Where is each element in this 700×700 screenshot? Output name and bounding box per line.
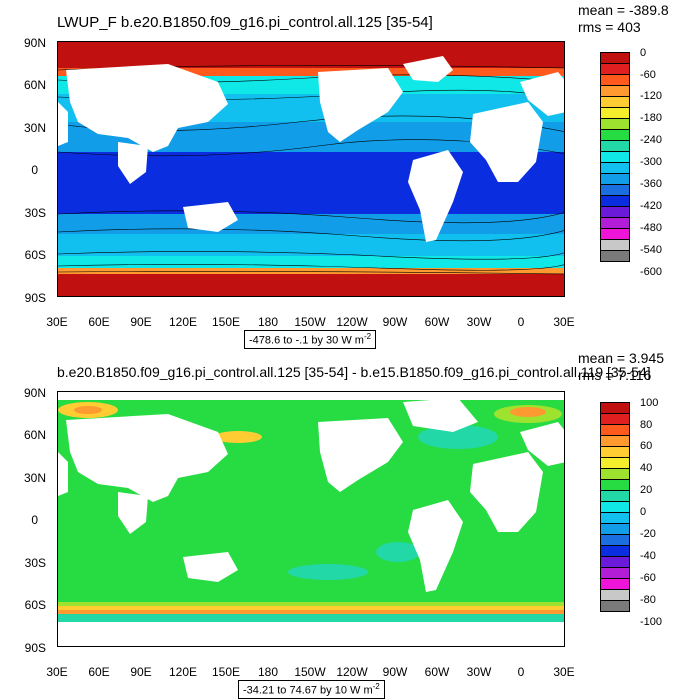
contour-info-text: -34.21 to 74.67 by 10 W m: [243, 684, 373, 697]
lat-label: 30N: [23, 121, 46, 135]
bottom-land: [58, 398, 564, 592]
bottom-map-field: [58, 392, 564, 646]
lat-label: 0: [31, 513, 38, 527]
top-contour-info: -478.6 to -.1 by 30 W m-2: [244, 330, 377, 349]
lon-label: 0: [517, 315, 525, 329]
colorbar-label: -100: [640, 616, 663, 628]
colorbar-label: -80: [640, 594, 656, 606]
colorbar-label: -240: [640, 134, 663, 146]
lat-label: 90N: [23, 386, 46, 400]
lon-label: 90W: [382, 665, 408, 679]
colorbar-label: -420: [640, 200, 663, 212]
lat-label: 0: [31, 163, 38, 177]
lon-label: 30E: [46, 665, 68, 679]
lon-label: 60E: [88, 315, 110, 329]
colorbar-label: 40: [640, 462, 653, 474]
colorbar-label: -60: [640, 69, 656, 81]
top-antarctic-band: [58, 274, 564, 296]
bottom-title: b.e20.B1850.f09_g16.pi_control.all.125 […: [57, 364, 651, 380]
colorbar-label: -20: [640, 528, 656, 540]
colorbar-label: 20: [640, 484, 653, 496]
top-rms: rms = 403: [578, 19, 641, 35]
lat-label: 60N: [23, 428, 46, 442]
lon-label: 60E: [88, 665, 110, 679]
lon-label: 0: [517, 665, 525, 679]
colorbar-label: -360: [640, 178, 663, 190]
lat-label: 30N: [23, 471, 46, 485]
lon-label: 180: [257, 665, 279, 679]
bottom-rms: rms = 7.116: [578, 367, 652, 383]
colorbar-label: 100: [640, 397, 659, 409]
bottom-stats: mean = 3.945 rms = 7.116: [578, 350, 664, 384]
bottom-panel: b.e20.B1850.f09_g16.pi_control.all.125 […: [0, 350, 700, 700]
top-mean: mean = -389.8: [578, 2, 669, 18]
lat-label: 90N: [23, 36, 46, 50]
lon-label: 60W: [424, 665, 450, 679]
lat-label: 60N: [23, 78, 46, 92]
top-panel: LWUP_F b.e20.B1850.f09_g16.pi_control.al…: [23, 2, 669, 349]
lon-label: 90E: [130, 665, 152, 679]
lon-label: 120E: [168, 315, 198, 329]
colorbar-swatch: [600, 250, 630, 262]
lat-label: 60S: [24, 248, 46, 262]
lon-label: 150W: [294, 665, 326, 679]
unit-exponent: -2: [363, 332, 372, 341]
top-title: LWUP_F b.e20.B1850.f09_g16.pi_control.al…: [57, 14, 433, 31]
lon-label: 30E: [553, 315, 575, 329]
lat-label: 30S: [24, 206, 46, 220]
lon-label: 150W: [294, 315, 326, 329]
colorbar-label: -480: [640, 222, 663, 234]
colorbar-label: 0: [640, 506, 647, 518]
colorbar-swatch: [600, 600, 630, 612]
colorbar-label: -300: [640, 156, 663, 168]
top-stats: mean = -389.8 rms = 403: [578, 2, 669, 36]
colorbar-label: 0: [640, 47, 647, 59]
lon-label: 180: [257, 315, 279, 329]
lon-label: 120W: [336, 665, 368, 679]
colorbar-label: -120: [640, 90, 663, 102]
colorbar-label: 60: [640, 440, 653, 452]
contour-info-text: -478.6 to -.1 by 30 W m: [249, 334, 364, 347]
lon-label: 90E: [130, 315, 152, 329]
lon-label: 150E: [211, 665, 241, 679]
bottom-map: [57, 391, 565, 647]
lon-label: 120E: [168, 665, 198, 679]
bottom-contour-info: -34.21 to 74.67 by 10 W m-2: [238, 680, 385, 699]
lon-label: 30W: [466, 315, 492, 329]
lon-label: 60W: [424, 315, 450, 329]
colorbar-label: -40: [640, 550, 656, 562]
lat-label: 90S: [24, 291, 46, 305]
top-land: [58, 56, 564, 242]
colorbar-label: -600: [640, 266, 663, 278]
colorbar-label: -180: [640, 112, 663, 124]
colorbar-label: 80: [640, 419, 653, 431]
bottom-mean: mean = 3.945: [578, 350, 665, 366]
lon-label: 120W: [336, 315, 368, 329]
lon-label: 90W: [382, 315, 408, 329]
lat-label: 90S: [24, 641, 46, 655]
lon-label: 30W: [466, 665, 492, 679]
lon-label: 150E: [211, 315, 241, 329]
lon-label: 30E: [553, 665, 575, 679]
lon-label: 30E: [46, 315, 68, 329]
lat-label: 60S: [24, 598, 46, 612]
lat-label: 30S: [24, 556, 46, 570]
top-map: [57, 41, 565, 297]
colorbar-label: -540: [640, 244, 663, 256]
unit-exponent: -2: [372, 682, 380, 691]
top-map-field: [58, 42, 564, 296]
colorbar-label: -60: [640, 572, 656, 584]
